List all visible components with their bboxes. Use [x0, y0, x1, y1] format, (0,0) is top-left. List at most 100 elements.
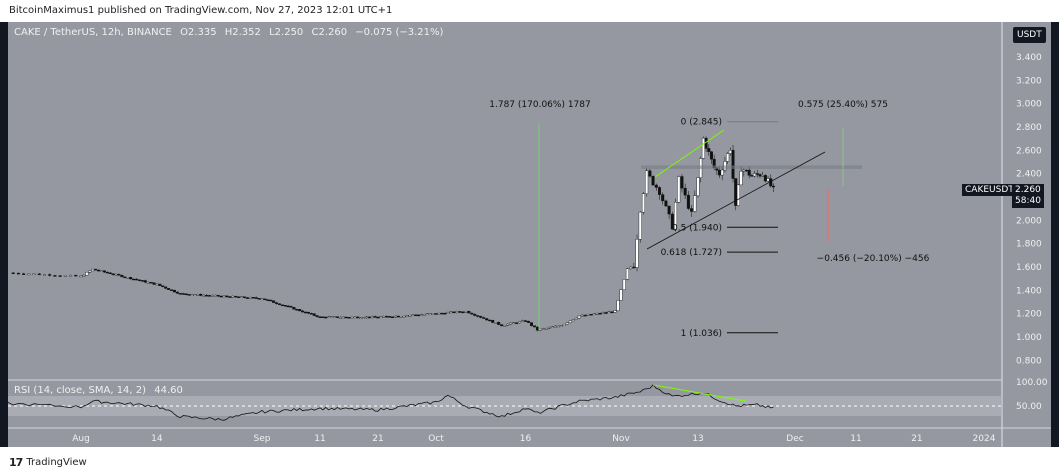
candle [126, 277, 130, 279]
time-tick: Sep [254, 434, 271, 444]
candle [577, 315, 581, 319]
candle [635, 239, 639, 268]
candle [266, 299, 270, 301]
candle [755, 173, 759, 175]
time-tick: Nov [612, 434, 630, 444]
candle [359, 317, 363, 320]
candle [161, 285, 165, 288]
candle [187, 294, 191, 296]
candle [629, 266, 633, 270]
candle [231, 295, 235, 298]
candle [140, 280, 144, 282]
candle [411, 314, 415, 317]
symbol-name[interactable]: CAKE / TetherUS, 12h, BINANCE [14, 27, 172, 38]
candle [333, 316, 337, 318]
candle [464, 310, 468, 313]
candle [158, 283, 162, 286]
candle [690, 208, 694, 212]
candle [455, 311, 459, 313]
candle [763, 175, 767, 182]
candle [720, 169, 724, 176]
candle [470, 312, 474, 315]
candle [321, 316, 325, 319]
candle [731, 150, 735, 179]
candle [97, 269, 101, 272]
candle [396, 315, 400, 318]
candle [739, 170, 743, 186]
candle [32, 273, 36, 276]
candle [111, 273, 115, 276]
candle [94, 268, 98, 271]
candle [625, 268, 629, 280]
candle [670, 213, 674, 230]
candle [257, 298, 261, 300]
price-tick: 1.800 [1016, 240, 1042, 250]
candle [449, 311, 453, 314]
candle [538, 328, 542, 331]
candle [205, 294, 209, 297]
candle [524, 320, 528, 322]
candle [216, 294, 220, 297]
candle [120, 274, 124, 278]
candle [408, 315, 412, 317]
candle [580, 314, 584, 317]
candle [728, 150, 732, 154]
candle [123, 276, 127, 279]
fib-level-label: 0.5 (1.940) [672, 223, 722, 233]
time-tick: 11 [850, 434, 861, 444]
candle [616, 300, 620, 311]
candle [37, 273, 41, 276]
candle [254, 297, 258, 299]
candle [146, 281, 150, 284]
candle [701, 137, 705, 159]
candle [586, 314, 590, 316]
candle [420, 314, 424, 316]
candle [610, 311, 614, 314]
candle [134, 278, 138, 281]
candle [753, 173, 757, 177]
candle [222, 295, 226, 298]
candle [512, 322, 516, 324]
candle [658, 187, 662, 195]
rsi-line [7, 384, 774, 421]
currency-button[interactable]: USDT [1013, 27, 1046, 43]
candle [452, 311, 456, 314]
candle [280, 304, 284, 306]
candle [105, 271, 109, 274]
candle [758, 174, 762, 177]
candle [344, 316, 348, 319]
candle [306, 311, 310, 314]
candle [446, 312, 450, 314]
candle [509, 322, 513, 325]
rsi-label[interactable]: RSI (14, close, SMA, 14, 2) [14, 385, 147, 396]
candle [304, 311, 308, 314]
candle [114, 273, 118, 276]
bar-countdown: 58:40 [1015, 196, 1041, 206]
candle [541, 328, 545, 330]
candle [571, 319, 575, 322]
symbol-price-tag: CAKEUSDT [962, 184, 1017, 196]
candle [645, 170, 649, 194]
candle [88, 270, 92, 273]
candle [315, 315, 319, 317]
candle [193, 294, 197, 296]
ohlc-close: C2.260 [311, 27, 348, 38]
candle [350, 316, 354, 319]
candle [747, 169, 751, 176]
candle [301, 310, 305, 313]
candle [292, 307, 296, 310]
candle [330, 316, 334, 318]
candle [497, 322, 501, 325]
candle [598, 313, 602, 315]
chart-area[interactable] [8, 22, 1051, 447]
candle [399, 316, 403, 318]
candle [440, 312, 444, 315]
time-tick: 11 [314, 434, 325, 444]
price-tick: 1.000 [1016, 333, 1042, 343]
price-tick: 1.200 [1016, 310, 1042, 320]
candle [664, 200, 668, 207]
candle [242, 296, 246, 298]
candle [553, 325, 557, 328]
candle [117, 273, 121, 276]
